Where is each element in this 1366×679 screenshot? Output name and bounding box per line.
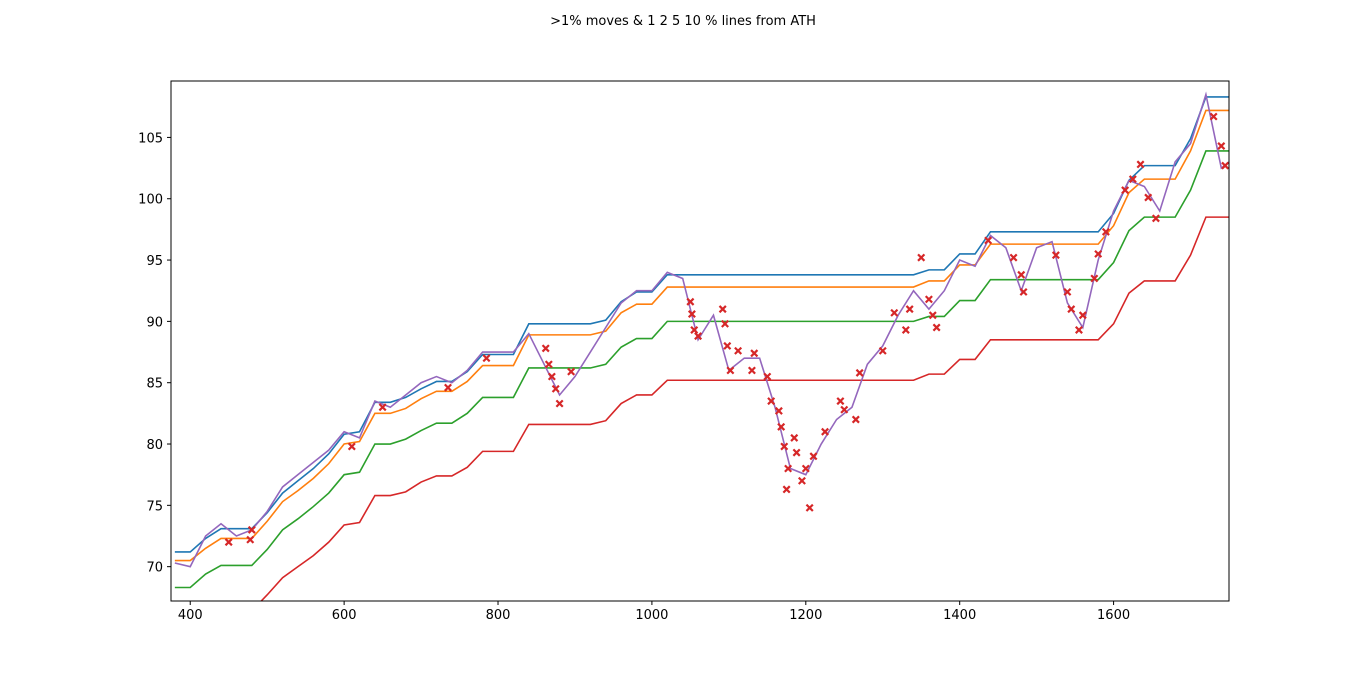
y-tick-label: 90	[146, 315, 163, 330]
move-marker	[1217, 142, 1226, 150]
x-tick-label: 600	[332, 608, 357, 623]
move-marker	[734, 346, 743, 355]
y-tick-label: 100	[138, 193, 163, 208]
move-marker	[224, 538, 233, 547]
x-tick-label: 800	[486, 608, 511, 623]
move-marker	[790, 433, 799, 442]
move-marker	[840, 405, 849, 414]
x-tick-label: 1000	[635, 608, 668, 623]
move-marker	[1051, 251, 1060, 260]
move-marker	[378, 403, 387, 412]
move-marker	[774, 406, 783, 415]
x-tick-label: 1200	[789, 608, 822, 623]
move-marker	[1121, 186, 1130, 195]
move-marker	[1019, 287, 1028, 296]
x-tick-label: 400	[178, 608, 203, 623]
move-marker	[1221, 161, 1229, 170]
move-marker	[984, 236, 993, 245]
line-series	[174, 96, 1229, 553]
line-series	[260, 216, 1229, 601]
move-marker	[544, 360, 553, 369]
move-marker	[792, 448, 801, 457]
move-marker	[1101, 227, 1110, 236]
move-marker	[809, 452, 818, 461]
y-tick-label: 80	[146, 438, 163, 453]
move-marker	[801, 464, 810, 473]
move-marker	[855, 368, 864, 377]
move-marker	[1074, 325, 1083, 334]
move-marker	[567, 367, 576, 376]
move-marker	[1078, 311, 1087, 320]
line-series	[174, 91, 1229, 568]
move-marker	[821, 427, 830, 436]
move-marker	[694, 332, 703, 341]
move-marker	[851, 415, 860, 424]
chart-title: >1% moves & 1 2 5 10 % lines from ATH	[550, 14, 816, 29]
move-marker	[1144, 193, 1153, 202]
move-marker	[1090, 274, 1099, 283]
move-marker	[347, 442, 356, 451]
move-marker	[890, 308, 899, 317]
move-marker	[726, 366, 735, 375]
move-marker	[750, 349, 759, 358]
move-marker	[718, 305, 727, 314]
move-marker	[805, 503, 814, 512]
move-marker	[1009, 253, 1018, 262]
move-marker	[444, 383, 452, 392]
y-tick-label: 75	[146, 499, 163, 514]
move-marker	[797, 476, 806, 485]
move-marker	[763, 372, 772, 381]
move-marker	[686, 297, 695, 306]
move-marker	[690, 325, 699, 334]
x-tick-label: 1600	[1097, 608, 1130, 623]
move-marker	[901, 325, 910, 334]
move-marker	[551, 384, 560, 393]
move-marker	[784, 464, 793, 473]
y-tick-label: 85	[146, 377, 163, 392]
move-marker	[1209, 112, 1218, 121]
x-tick-label: 1400	[943, 608, 976, 623]
move-marker	[721, 319, 729, 328]
move-marker	[905, 305, 914, 314]
move-marker	[1017, 270, 1026, 279]
move-marker	[687, 310, 696, 318]
move-marker	[541, 344, 550, 353]
move-marker	[247, 525, 256, 534]
move-marker	[836, 397, 845, 406]
move-marker	[1128, 175, 1137, 184]
move-marker	[780, 442, 789, 451]
move-marker	[777, 422, 786, 431]
move-marker	[747, 366, 756, 375]
line-series	[174, 150, 1229, 589]
move-marker	[1136, 160, 1145, 169]
move-marker	[482, 354, 491, 363]
move-marker	[928, 311, 937, 320]
move-marker	[1063, 287, 1072, 296]
y-tick-label: 105	[138, 131, 163, 146]
line-series	[174, 109, 1229, 562]
plot-area	[174, 91, 1229, 601]
move-marker	[1094, 249, 1103, 258]
move-marker	[932, 323, 941, 332]
axes-frame	[170, 80, 1230, 602]
y-tick-label: 70	[146, 561, 163, 576]
move-marker	[1151, 214, 1160, 223]
move-marker	[555, 399, 564, 408]
move-marker	[924, 295, 933, 304]
move-marker	[723, 341, 732, 350]
move-marker	[917, 253, 926, 262]
move-marker	[767, 397, 776, 406]
move-marker	[547, 372, 556, 381]
move-marker	[246, 535, 255, 544]
move-marker	[782, 485, 791, 494]
y-tick-label: 95	[146, 254, 163, 269]
move-marker	[878, 346, 887, 355]
move-marker	[1067, 305, 1076, 314]
